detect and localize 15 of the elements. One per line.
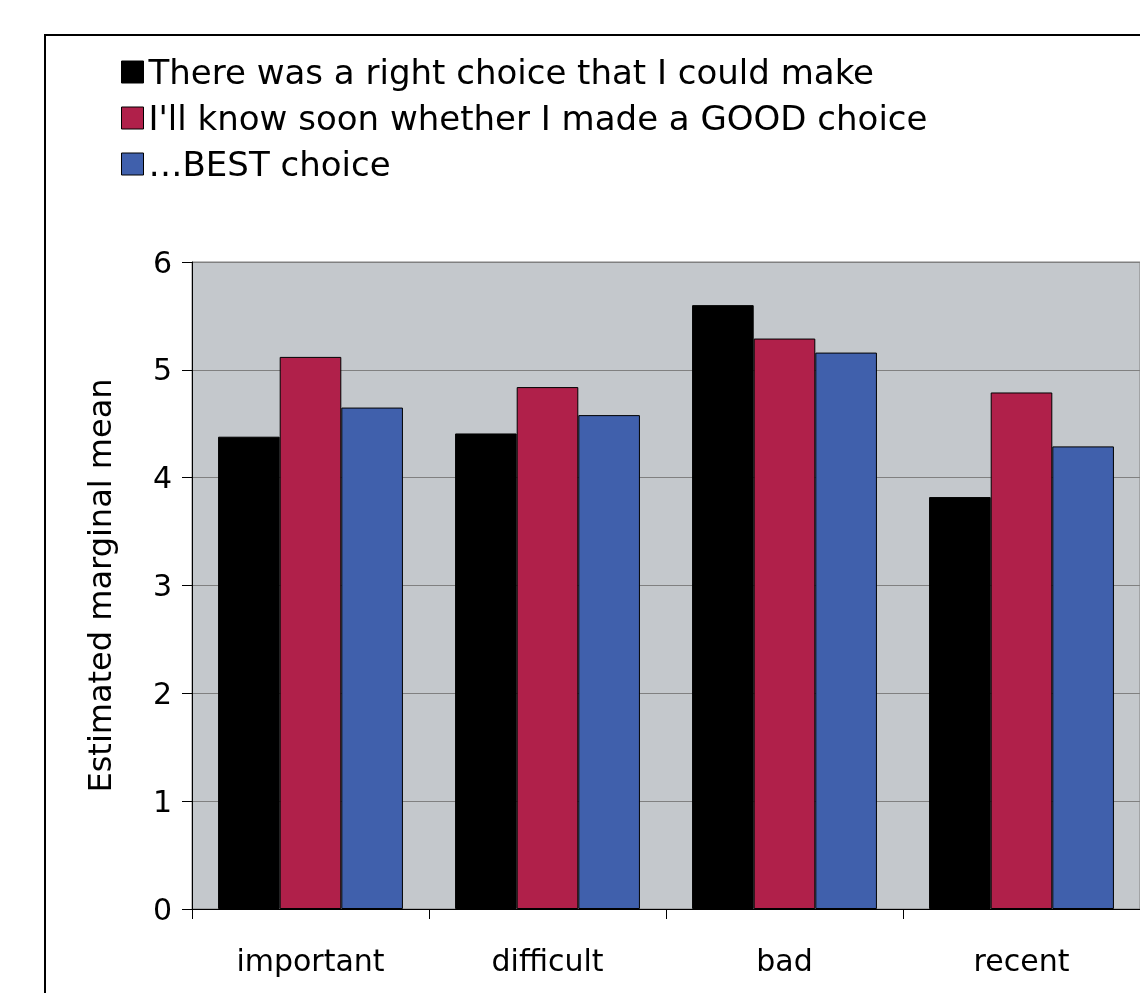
legend-label: I'll know soon whether I made a GOOD choice xyxy=(148,98,928,138)
x-tick-label: recent xyxy=(973,942,1070,978)
y-tick-label: 5 xyxy=(152,352,172,388)
legend-label: …BEST choice xyxy=(148,144,391,184)
y-tick-label: 2 xyxy=(152,675,172,711)
y-tick-label: 4 xyxy=(152,460,172,496)
legend-label: There was a right choice that I could make xyxy=(147,52,875,92)
x-tick-label: bad xyxy=(756,942,813,978)
x-tick-label: difficult xyxy=(491,942,604,978)
y-axis-title: Estimated marginal mean xyxy=(81,378,119,793)
x-tick-label: important xyxy=(236,942,385,978)
y-tick-label: 6 xyxy=(152,244,172,280)
y-tick-label: 3 xyxy=(152,568,172,603)
y-tick-label: 0 xyxy=(152,891,172,927)
y-tick-label: 1 xyxy=(152,783,172,819)
